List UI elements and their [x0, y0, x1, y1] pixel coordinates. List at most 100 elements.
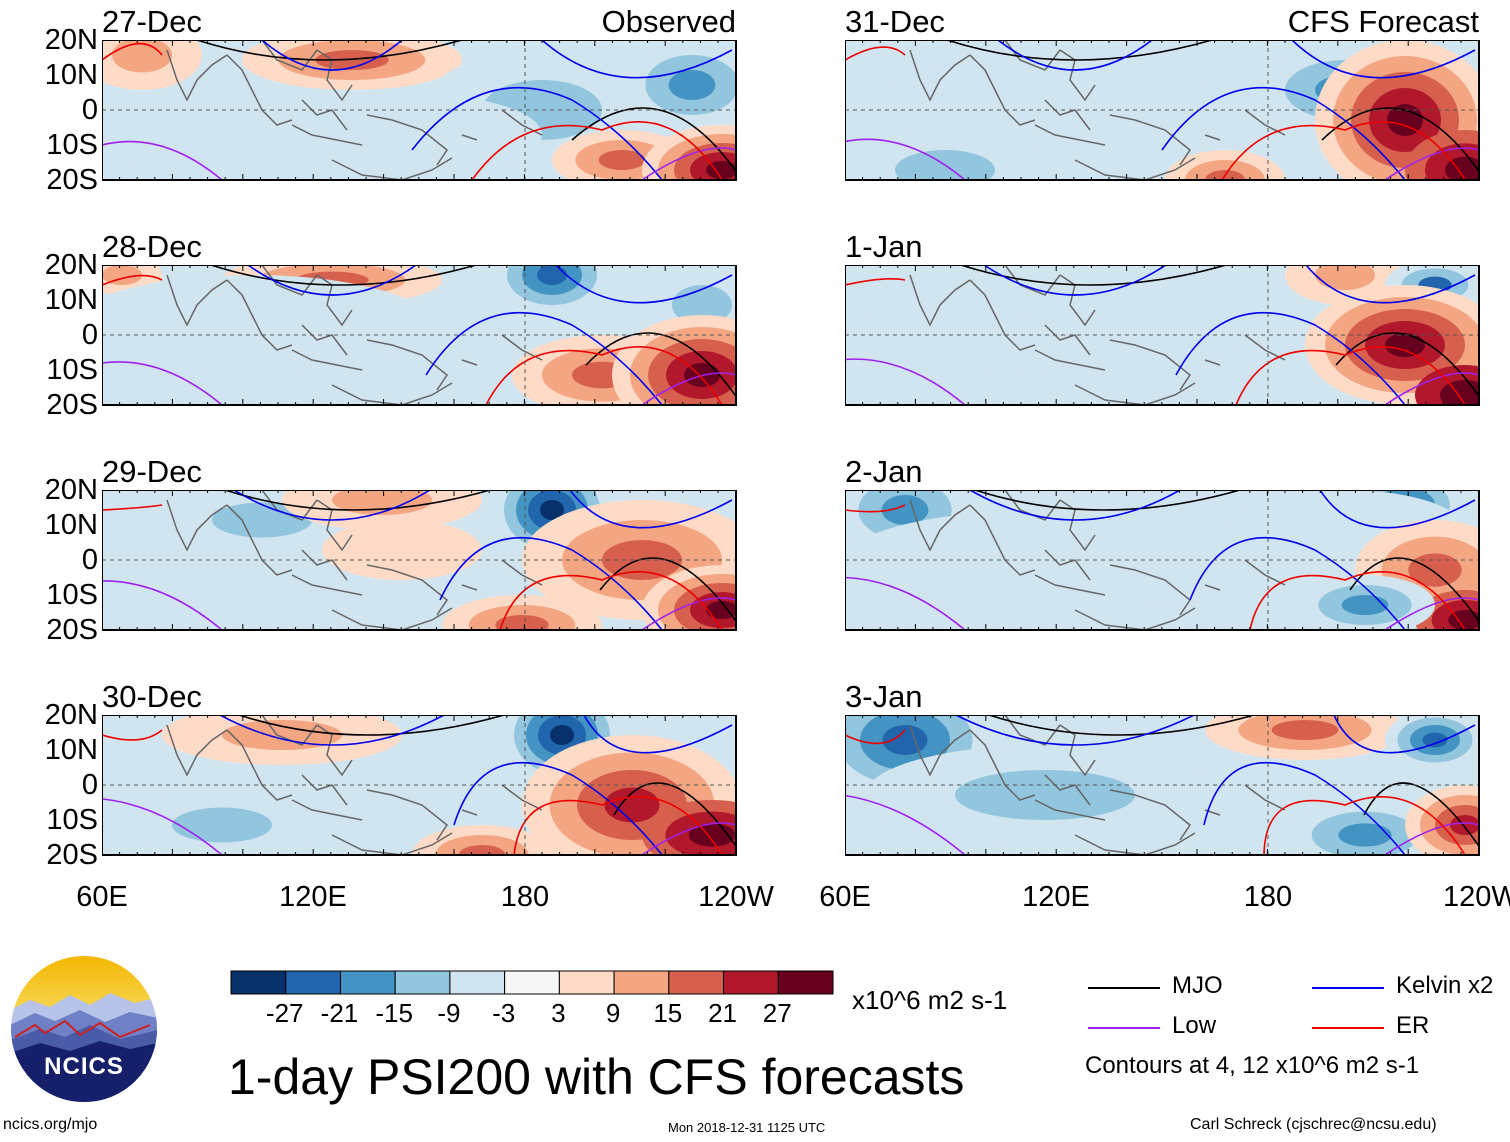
- gridlines: [102, 715, 736, 855]
- panel-date-label: 1-Jan: [845, 229, 923, 264]
- wave-contours: [845, 490, 1479, 630]
- legend-label: Kelvin x2: [1396, 972, 1494, 999]
- gridlines: [845, 490, 1479, 630]
- footer-credit: Carl Schreck (cjschrec@ncsu.edu): [1190, 1116, 1437, 1133]
- lat-tick-label: 20S: [46, 389, 98, 421]
- wave-contours: [102, 40, 736, 180]
- gridlines: [845, 40, 1479, 180]
- anomaly-blob: [1285, 800, 1445, 855]
- lat-tick-label: 10N: [44, 284, 98, 316]
- lat-tick-label: 20S: [46, 164, 98, 196]
- map-canvas: [102, 40, 737, 181]
- lat-tick-label: 0: [81, 769, 98, 801]
- colorbar-tick-label: 15: [653, 998, 683, 1028]
- lon-tick-label: 180: [500, 881, 550, 913]
- tick-marks: [102, 40, 737, 180]
- legend-line-swatch: [1312, 987, 1384, 989]
- colorbar-tick-label: -15: [375, 998, 413, 1028]
- gridlines: [102, 490, 736, 630]
- lat-tick-label: 20N: [44, 249, 98, 281]
- colorbar-swatch: [339, 970, 396, 995]
- colorbar-tick-label: -21: [320, 998, 359, 1028]
- anomaly-blob: [1385, 715, 1479, 770]
- legend-label: ER: [1396, 1012, 1430, 1039]
- map-panel-29-dec: [102, 490, 737, 631]
- lon-tick-label: 60E: [76, 881, 128, 913]
- lat-tick-label: 10N: [44, 734, 98, 766]
- lon-tick-label: 180: [1243, 881, 1293, 913]
- panel-date-label: 28-Dec: [102, 229, 202, 264]
- map-panel-1-jan: [845, 265, 1480, 406]
- colorbar-units: x10^6 m2 s-1: [852, 985, 1008, 1015]
- map-panel-31-dec: [845, 40, 1480, 181]
- colorbar-swatch: [558, 970, 615, 995]
- panel-date-label: 2-Jan: [845, 454, 923, 489]
- panel-date-label: 29-Dec: [102, 454, 202, 489]
- map-canvas: [845, 40, 1480, 181]
- lon-tick-label: 120E: [1022, 881, 1090, 913]
- legend-note: Contours at 4, 12 x10^6 m2 s-1: [1085, 1052, 1420, 1079]
- gridlines: [845, 265, 1479, 405]
- map-panel-30-dec: [102, 715, 737, 856]
- colorbar-swatch: [394, 970, 451, 995]
- ncics-logo: NCICS: [10, 955, 158, 1103]
- gridlines: [102, 265, 736, 405]
- map-panel-28-dec: [102, 265, 737, 406]
- anomaly-blob: [102, 275, 432, 375]
- colorbar-swatch: [230, 970, 287, 995]
- legend-line-swatch: [1088, 987, 1160, 989]
- colorbar-tick-label: -9: [437, 998, 461, 1028]
- tick-marks: [845, 715, 1480, 855]
- colorbar-swatch: [285, 970, 341, 995]
- colorbar-swatch: [449, 970, 506, 995]
- lat-tick-label: 10N: [44, 59, 98, 91]
- anomaly-blob: [865, 745, 1225, 845]
- map-canvas: [845, 715, 1480, 856]
- colorbar-tick-label: 21: [708, 998, 737, 1028]
- panel-source-label: Observed: [601, 4, 736, 39]
- colorbar-tick-label: -3: [492, 998, 516, 1028]
- colorbar-swatch: [613, 970, 670, 995]
- gridlines: [845, 715, 1479, 855]
- lat-tick-label: 10S: [46, 129, 98, 161]
- panel-source-label: CFS Forecast: [1287, 4, 1479, 39]
- wave-contours: [102, 490, 736, 630]
- footer-url[interactable]: ncics.org/mjo: [3, 1116, 98, 1133]
- colorbar-swatch: [777, 970, 834, 995]
- colorbar-tick-label: 9: [605, 998, 621, 1028]
- map-panel-3-jan: [845, 715, 1480, 856]
- lat-tick-label: 20N: [44, 699, 98, 731]
- coastline: [166, 715, 543, 855]
- colorbar: [230, 970, 834, 995]
- lat-tick-label: 20S: [46, 839, 98, 871]
- map-canvas: [102, 265, 737, 406]
- coastline: [909, 715, 1286, 855]
- lon-tick-label: 60E: [819, 881, 871, 913]
- anomaly-blob: [642, 565, 736, 630]
- panel-date-label: 31-Dec: [845, 4, 945, 39]
- panel-date-label: 3-Jan: [845, 679, 923, 714]
- colorbar-tick-label: 3: [551, 998, 566, 1028]
- lat-tick-label: 10N: [44, 509, 98, 541]
- gridlines: [102, 40, 736, 180]
- lat-tick-label: 20N: [44, 474, 98, 506]
- coastline: [166, 490, 543, 630]
- logo-icon: [11, 956, 157, 1102]
- legend-label: Low: [1172, 1012, 1217, 1039]
- map-canvas: [845, 490, 1480, 631]
- anomaly-blob: [102, 40, 202, 90]
- lon-tick-label: 120E: [279, 881, 347, 913]
- lat-tick-label: 0: [81, 319, 98, 351]
- lat-tick-label: 20N: [44, 24, 98, 56]
- legend-line-swatch: [1312, 1027, 1384, 1029]
- map-canvas: [102, 715, 737, 856]
- figure-title: 1-day PSI200 with CFS forecasts: [228, 1049, 965, 1105]
- anomaly-blob: [302, 95, 542, 175]
- map-panel-27-dec: [102, 40, 737, 181]
- anomaly-blob: [122, 790, 322, 855]
- tick-marks: [845, 490, 1480, 630]
- anomaly-blob: [865, 285, 1025, 365]
- lat-tick-label: 0: [81, 544, 98, 576]
- colorbar-swatch: [504, 970, 560, 995]
- legend-label: MJO: [1172, 972, 1223, 999]
